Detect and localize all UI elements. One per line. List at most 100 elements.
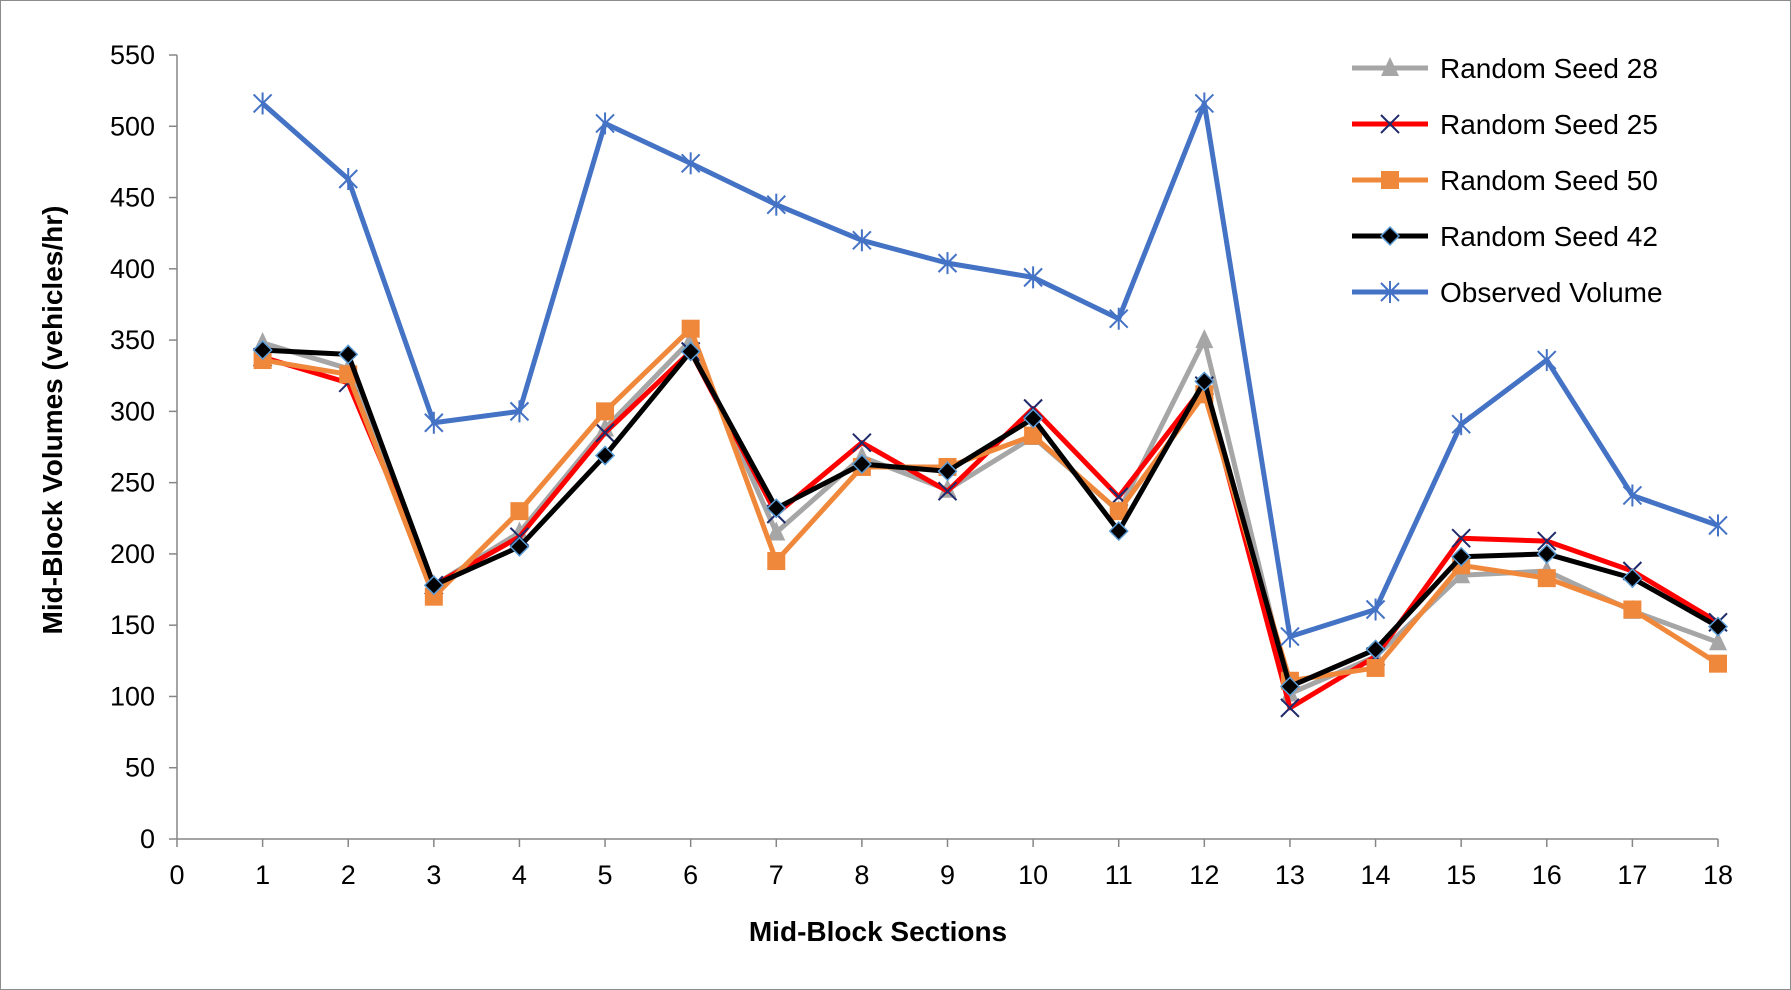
data-point	[767, 521, 786, 541]
y-tick-label: 550	[110, 40, 155, 70]
y-tick-label: 150	[110, 610, 155, 640]
data-point	[766, 498, 787, 519]
data-point	[680, 341, 701, 362]
x-tick-label: 8	[854, 860, 869, 890]
data-point	[510, 521, 529, 541]
legend-swatch-marker	[1381, 171, 1399, 189]
series-random-seed-42	[252, 340, 1729, 697]
data-point	[1279, 676, 1301, 697]
x-tick-label: 12	[1189, 860, 1219, 890]
x-tick-label: 4	[512, 860, 527, 890]
marker-stroke	[1380, 114, 1400, 134]
data-point	[510, 502, 529, 521]
series-random-seed-50	[253, 319, 1727, 690]
data-point	[852, 229, 872, 252]
marker-stroke	[1537, 531, 1557, 551]
legend-label: Random Seed 25	[1440, 109, 1658, 140]
data-point	[1108, 521, 1129, 542]
data-point	[937, 481, 958, 501]
series-observed-volume	[252, 92, 1728, 648]
data-point	[1451, 413, 1471, 436]
data-point	[338, 168, 358, 191]
x-tick-label: 3	[426, 860, 441, 890]
series-random-seed-25	[252, 341, 1728, 718]
x-tick-label: 18	[1703, 860, 1733, 890]
data-point	[338, 344, 359, 365]
data-point	[1194, 92, 1215, 115]
y-tick-label: 250	[110, 468, 155, 498]
legend-item: Random Seed 25	[1352, 109, 1658, 140]
y-tick-label: 450	[110, 183, 155, 213]
data-point	[1536, 543, 1557, 564]
x-tick-label: 9	[940, 860, 955, 890]
marker-stroke	[852, 433, 872, 453]
x-tick-label: 10	[1018, 860, 1048, 890]
y-tick-label: 400	[110, 254, 155, 284]
series-random-seed-28	[253, 329, 1727, 702]
data-point	[1537, 531, 1557, 551]
data-point	[596, 402, 615, 421]
legend: Random Seed 28 Random Seed 25 Random Seed …	[1352, 53, 1663, 308]
data-point	[1023, 408, 1044, 429]
legend-label: Random Seed 28	[1440, 53, 1658, 84]
y-tick-label: 500	[110, 111, 155, 141]
y-axis-title: Mid-Block Volumes (vehicles/hr)	[37, 206, 68, 635]
data-point	[851, 454, 872, 475]
legend-swatch-marker	[1380, 281, 1400, 303]
data-point	[1195, 329, 1214, 349]
legend-item: Random Seed 28	[1352, 53, 1658, 84]
data-point	[509, 400, 530, 423]
data-point	[1451, 528, 1471, 548]
data-point	[1451, 546, 1472, 567]
data-point	[1709, 654, 1727, 673]
data-point	[595, 112, 615, 135]
y-tick-label: 50	[125, 753, 155, 783]
x-tick-label: 0	[169, 860, 184, 890]
x-tick-label: 13	[1275, 860, 1305, 890]
legend-swatch-marker	[1379, 225, 1401, 247]
y-tick-label: 100	[110, 681, 155, 711]
legend-item: Random Seed 42	[1352, 221, 1658, 252]
legend-item: Observed Volume	[1352, 277, 1663, 308]
legend-label: Observed Volume	[1440, 277, 1663, 308]
data-point	[1109, 307, 1129, 330]
data-point	[1537, 349, 1557, 372]
series-layer	[252, 92, 1729, 718]
data-point	[766, 193, 786, 216]
data-point	[1366, 658, 1385, 677]
legend-item: Random Seed 50	[1352, 165, 1658, 196]
data-point	[1709, 631, 1727, 651]
y-tick-label: 200	[110, 539, 155, 569]
data-point	[681, 319, 700, 338]
legend-label: Random Seed 42	[1440, 221, 1658, 252]
data-point	[1109, 502, 1128, 521]
x-tick-label: 14	[1361, 860, 1391, 890]
x-tick-label: 2	[341, 860, 356, 890]
data-point	[424, 411, 444, 434]
data-point	[1622, 484, 1643, 507]
data-point	[1194, 371, 1215, 392]
marker-stroke	[1451, 528, 1471, 548]
data-point	[1537, 569, 1556, 588]
data-point	[1623, 600, 1642, 619]
data-point	[1280, 698, 1300, 718]
data-point	[767, 552, 786, 571]
series-line	[261, 337, 1719, 697]
data-point	[594, 445, 616, 466]
data-point	[1365, 598, 1386, 621]
legend-swatch-marker	[1380, 114, 1400, 134]
y-tick-label: 300	[110, 396, 155, 426]
y-tick-label: 350	[110, 325, 155, 355]
series-line	[262, 326, 1720, 684]
x-tick-label: 6	[683, 860, 698, 890]
x-tick-label: 7	[769, 860, 784, 890]
data-point	[1622, 568, 1643, 589]
data-point	[1280, 625, 1300, 648]
data-point	[1023, 266, 1043, 289]
legend-swatch-marker	[1381, 57, 1399, 76]
data-point	[595, 423, 615, 443]
x-tick-label: 1	[255, 860, 270, 890]
data-point	[509, 536, 530, 557]
